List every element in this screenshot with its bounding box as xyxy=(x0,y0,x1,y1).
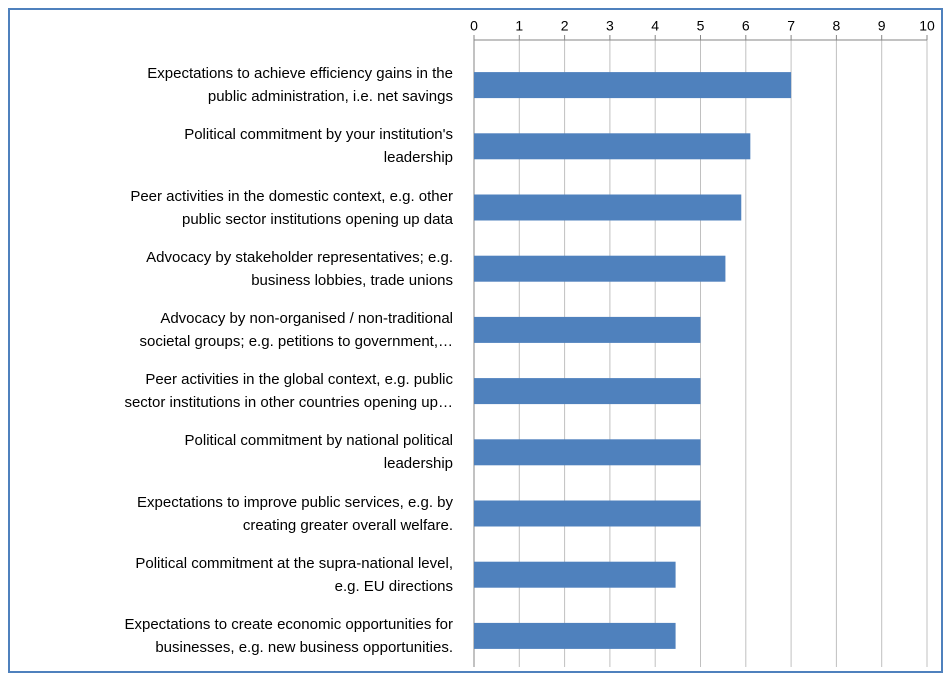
y-tick-label: Political commitment at the supra-nation… xyxy=(135,554,453,595)
bar xyxy=(474,194,742,221)
x-tick-label: 8 xyxy=(833,18,841,34)
bar xyxy=(474,439,701,466)
x-tick-label: 7 xyxy=(787,18,795,34)
x-tick-label: 0 xyxy=(470,18,478,34)
x-tick-label: 4 xyxy=(651,18,659,34)
bar xyxy=(474,72,792,99)
x-tick-label: 9 xyxy=(878,18,886,34)
bar xyxy=(474,316,701,343)
bar xyxy=(474,255,726,282)
y-tick-label: Peer activities in the domestic context,… xyxy=(130,187,453,228)
x-tick-label: 2 xyxy=(561,18,569,34)
y-tick-label: Political commitment by your institution… xyxy=(184,126,453,167)
y-tick-label: Political commitment by national politic… xyxy=(184,432,453,473)
chart-frame xyxy=(8,8,943,673)
y-tick-label: Peer activities in the global context, e… xyxy=(124,371,453,412)
x-tick-label: 5 xyxy=(697,18,705,34)
x-tick-label: 3 xyxy=(606,18,614,34)
bar xyxy=(474,561,676,588)
y-tick-label: Expectations to achieve efficiency gains… xyxy=(147,65,453,106)
bar xyxy=(474,378,701,405)
bar xyxy=(474,133,751,160)
y-tick-label: Expectations to create economic opportun… xyxy=(124,615,453,656)
bar xyxy=(474,500,701,527)
y-tick-label: Advocacy by non-organised / non-traditio… xyxy=(139,309,453,350)
bar xyxy=(474,622,676,649)
x-tick-label: 6 xyxy=(742,18,750,34)
x-tick-label: 10 xyxy=(919,18,935,34)
y-tick-label: Expectations to improve public services,… xyxy=(137,493,453,534)
x-tick-label: 1 xyxy=(515,18,523,34)
y-tick-label: Advocacy by stakeholder representatives;… xyxy=(146,248,453,289)
